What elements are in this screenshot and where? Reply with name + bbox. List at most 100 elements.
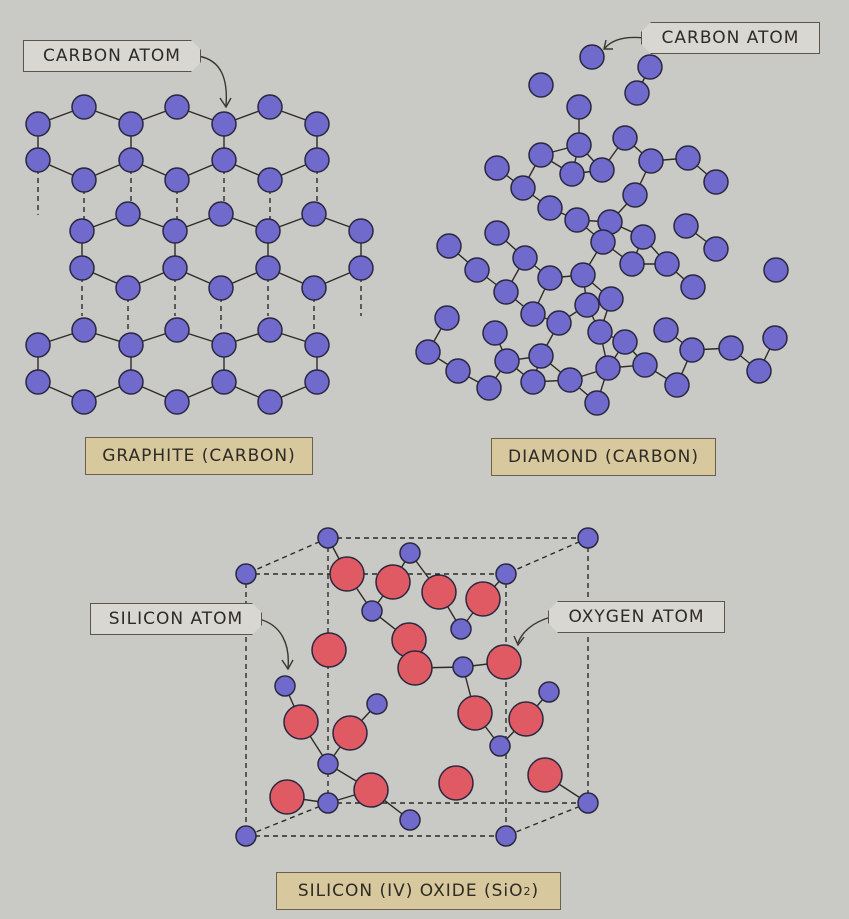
carbon-atom (763, 257, 789, 283)
carbon-atom (164, 94, 190, 120)
carbon-atom (590, 229, 616, 255)
carbon-atom (619, 251, 645, 277)
silicon-atom (452, 656, 474, 678)
carbon-atom (679, 337, 705, 363)
oxygen-atom (332, 715, 368, 751)
silicon-atom (274, 675, 296, 697)
carbon-atom (680, 274, 706, 300)
graphite-carbon-atom-callout: CARBON ATOM (23, 40, 201, 72)
carbon-atom (164, 389, 190, 415)
carbon-atom (494, 348, 520, 374)
carbon-atom (304, 147, 330, 173)
silicon-atom (495, 825, 517, 847)
carbon-atom (512, 245, 538, 271)
carbon-atom (162, 255, 188, 281)
silicon-atom (317, 753, 339, 775)
carbon-atom (71, 389, 97, 415)
carbon-atom (718, 335, 744, 361)
carbon-atom (211, 147, 237, 173)
silicon-atom (361, 600, 383, 622)
carbon-atom (673, 213, 699, 239)
carbon-atom (559, 161, 585, 187)
carbon-atom (257, 317, 283, 343)
carbon-atom (304, 332, 330, 358)
title-text: SILICON (IV) OXIDE (SiO (297, 881, 524, 901)
carbon-atom (301, 275, 327, 301)
carbon-atom (546, 310, 572, 336)
silicon-arrow (258, 618, 289, 669)
carbon-atom (579, 44, 605, 70)
silicon-atom (450, 618, 472, 640)
carbon-atom (301, 201, 327, 227)
unit-cell-edge (505, 802, 589, 837)
silicon-arrow-head (281, 659, 294, 671)
carbon-atom (622, 182, 648, 208)
oxygen-atom (269, 779, 305, 815)
carbon-atom (208, 275, 234, 301)
carbon-atom (115, 275, 141, 301)
carbon-atom (632, 352, 658, 378)
oxygen-atom (375, 564, 411, 600)
carbon-atom (564, 207, 590, 233)
carbon-atom (528, 72, 554, 98)
carbon-atom (211, 111, 237, 137)
carbon-atom (612, 329, 638, 355)
carbon-atom (528, 142, 554, 168)
carbon-atom (118, 332, 144, 358)
silicon-atom (495, 563, 517, 585)
carbon-atom (255, 218, 281, 244)
carbon-atom (675, 145, 701, 171)
diamond-carbon-atom-callout: CARBON ATOM (641, 22, 820, 54)
carbon-atom (25, 369, 51, 395)
carbon-atom (348, 255, 374, 281)
carbon-atom (71, 94, 97, 120)
oxygen-arrow-head (513, 635, 525, 647)
carbon-atom (25, 332, 51, 358)
carbon-atom (762, 325, 788, 351)
carbon-atom (25, 111, 51, 137)
carbon-atom (584, 390, 610, 416)
carbon-atom (537, 265, 563, 291)
graphite-arrow-head (219, 97, 232, 109)
oxygen-atom (283, 704, 319, 740)
diamond-title: DIAMOND (CARBON) (491, 438, 716, 476)
carbon-atom (304, 111, 330, 137)
carbon-atom (557, 367, 583, 393)
carbon-atom (464, 257, 490, 283)
title-end: ) (531, 881, 540, 901)
oxygen-atom (311, 632, 347, 668)
carbon-atom (484, 155, 510, 181)
carbon-atom (211, 332, 237, 358)
silicon-atom (235, 825, 257, 847)
carbon-atom (25, 147, 51, 173)
carbon-atom (348, 218, 374, 244)
carbon-atom (537, 195, 563, 221)
silicon-atom (538, 681, 560, 703)
unit-cell-edge (245, 537, 329, 575)
carbon-atom (415, 339, 441, 365)
carbon-atom (595, 355, 621, 381)
carbon-atom (69, 255, 95, 281)
carbon-atom (304, 369, 330, 395)
carbon-atom (638, 148, 664, 174)
carbon-atom (445, 358, 471, 384)
oxygen-arrow (517, 616, 552, 644)
carbon-atom (653, 317, 679, 343)
diamond-arrow-head (603, 39, 613, 50)
oxygen-atom (353, 772, 389, 808)
carbon-atom (436, 233, 462, 259)
carbon-atom (118, 111, 144, 137)
title-subscript: 2 (523, 884, 532, 898)
oxygen-atom (438, 765, 474, 801)
carbon-atom (208, 201, 234, 227)
diamond-arrow (604, 36, 645, 49)
silicon-atom (235, 563, 257, 585)
carbon-atom (587, 319, 613, 345)
carbon-atom (566, 94, 592, 120)
silicon-atom (399, 809, 421, 831)
carbon-atom (434, 305, 460, 331)
carbon-atom (510, 175, 536, 201)
carbon-atom (118, 369, 144, 395)
carbon-atom (528, 343, 554, 369)
silicon-atom (489, 735, 511, 757)
